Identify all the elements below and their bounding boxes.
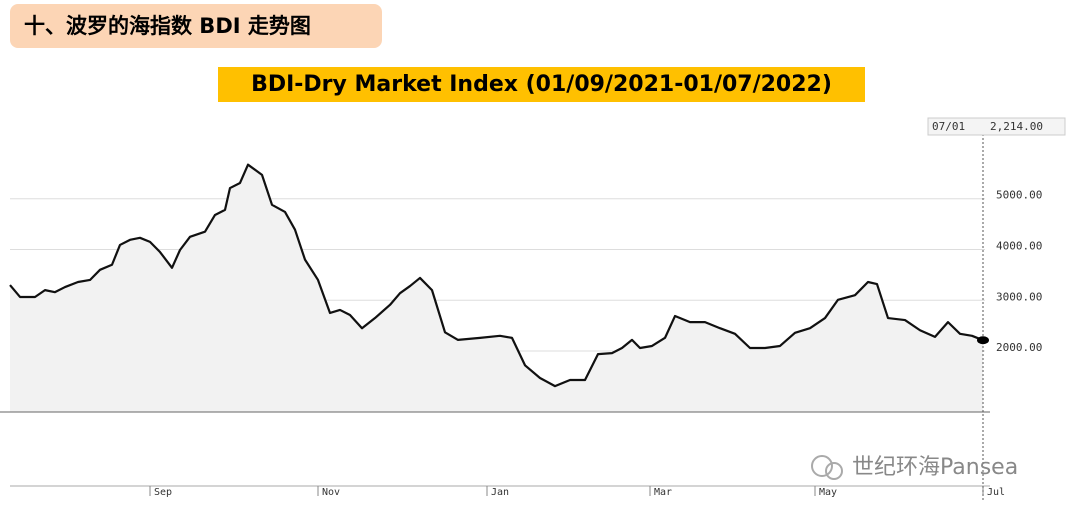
lower-pane [10,412,985,486]
y-tick-label: 2000.00 [996,341,1042,354]
x-tick-label: Jan [491,487,509,498]
x-tick-label: Mar [654,487,672,498]
area-fill [10,164,983,412]
x-tick-label: Sep [154,487,172,498]
last-point [977,336,989,345]
chart-title: BDI-Dry Market Index (01/09/2021-01/07/2… [218,67,865,102]
x-tick-label: Jul [987,487,1005,498]
y-tick-label: 3000.00 [996,290,1042,303]
x-tick-label: Nov [322,487,340,498]
line [9,163,984,388]
y-tick-label: 4000.00 [996,239,1042,252]
x-tick-label: May [819,487,837,498]
watermark: 世纪环海Pansea [811,455,1018,480]
watermark-text: 世纪环海Pansea [852,455,1018,480]
last-date: 07/01 [932,120,965,133]
last-label-box [927,117,1066,136]
last-value: 2,214.00 [990,120,1043,133]
section-header: 十、波罗的海指数 BDI 走势图 [10,4,382,48]
y-tick-label: 5000.00 [996,189,1042,202]
